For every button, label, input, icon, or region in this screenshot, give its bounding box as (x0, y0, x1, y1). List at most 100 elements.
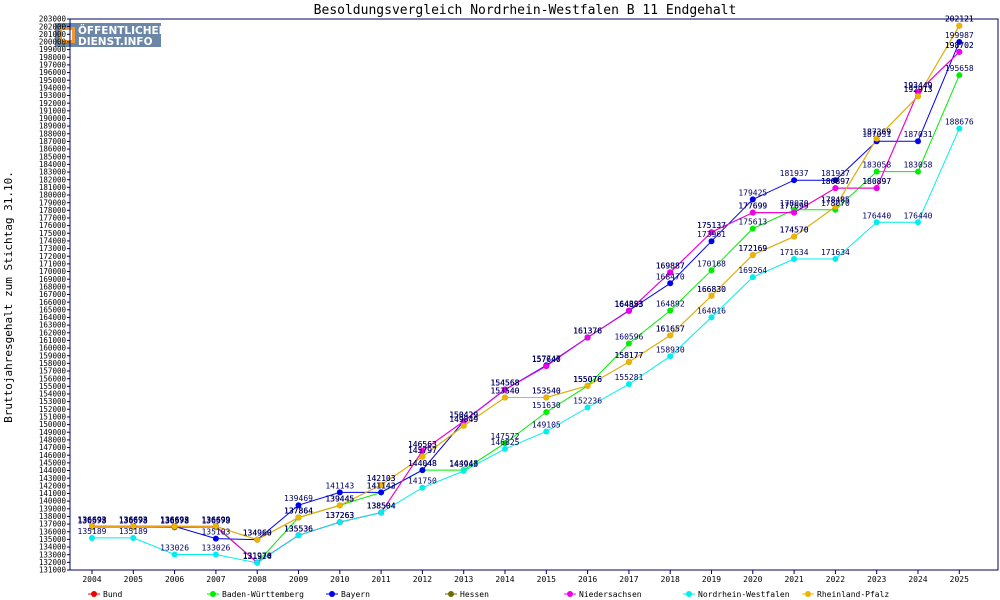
data-label: 153540 (491, 387, 520, 396)
data-point (873, 168, 880, 175)
data-label: 172169 (738, 244, 767, 253)
x-tick-label: 2006 (165, 575, 184, 584)
data-label: 135189 (119, 527, 148, 536)
data-point (749, 196, 756, 203)
data-label: 136578 (78, 516, 107, 525)
data-label: 195658 (945, 64, 974, 73)
y-tick-label: 189000 (39, 122, 67, 131)
y-tick-label: 175000 (39, 229, 67, 238)
data-label: 177699 (780, 202, 809, 211)
data-label: 136699 (201, 515, 230, 524)
data-label: 146563 (408, 440, 437, 449)
legend-label: Rheinland-Pfalz (817, 590, 889, 599)
y-tick-label: 170000 (39, 267, 67, 276)
y-tick-label: 202000 (39, 22, 67, 31)
y-tick-label: 203000 (39, 15, 67, 24)
y-tick-label: 185000 (39, 152, 67, 161)
data-label: 180897 (862, 177, 891, 186)
y-tick-label: 180000 (39, 191, 67, 200)
data-label: 138504 (367, 502, 396, 511)
data-point (502, 386, 508, 393)
data-label: 136699 (201, 515, 230, 524)
x-tick-label: 2014 (495, 575, 514, 584)
y-tick-label: 140000 (39, 497, 67, 506)
x-tick-label: 2010 (330, 575, 349, 584)
data-label: 142103 (367, 474, 396, 483)
y-tick-label: 152000 (39, 405, 67, 414)
data-label: 131970 (243, 552, 272, 561)
data-label: 164853 (614, 300, 643, 309)
legend-label: Nordrhein-Westfalen (698, 590, 790, 599)
data-points (89, 22, 963, 566)
x-tick-label: 2011 (371, 575, 390, 584)
y-tick-label: 196000 (39, 68, 67, 77)
legend-label: Niedersachsen (579, 590, 642, 599)
x-tick-label: 2017 (619, 575, 638, 584)
x-tick-label: 2023 (867, 575, 886, 584)
series-line-5 (92, 51, 960, 564)
y-tick-label: 135000 (39, 535, 67, 544)
y-tick-label: 174000 (39, 237, 67, 246)
data-label: 157640 (532, 355, 561, 364)
y-tick-label: 137000 (39, 520, 67, 529)
x-tick-label: 2013 (454, 575, 473, 584)
y-tick-label: 162000 (39, 328, 67, 337)
data-point (584, 404, 591, 411)
data-label: 139445 (325, 494, 354, 503)
data-label: 139469 (284, 494, 313, 503)
data-label: 149849 (449, 415, 478, 424)
data-label: 193449 (904, 81, 933, 90)
y-tick-label: 160000 (39, 344, 67, 353)
data-label: 134960 (243, 529, 272, 538)
data-point (584, 382, 591, 389)
data-point (915, 168, 921, 175)
y-tick-label: 157000 (39, 367, 67, 376)
data-point (254, 559, 261, 566)
x-tick-label: 2022 (826, 575, 845, 584)
data-label: 153540 (532, 387, 561, 396)
data-label: 141750 (408, 477, 437, 486)
data-label: 180897 (821, 177, 850, 186)
data-label: 157747 (532, 354, 561, 363)
data-label: 139445 (325, 494, 354, 503)
data-label: 136578 (160, 516, 189, 525)
y-tick-label: 155000 (39, 382, 67, 391)
data-label: 152236 (573, 396, 602, 405)
series-line-6 (92, 128, 960, 564)
data-label: 187369 (862, 128, 891, 137)
data-label: 136693 (119, 515, 148, 524)
data-label: 199987 (945, 31, 974, 40)
data-point (419, 484, 426, 491)
x-tick-label: 2020 (743, 575, 762, 584)
data-point (212, 551, 219, 558)
data-label: 136693 (160, 515, 189, 524)
data-label: 136578 (201, 516, 230, 525)
data-label: 137263 (325, 511, 354, 520)
data-label: 183058 (904, 161, 933, 170)
data-label: 164016 (697, 306, 726, 315)
chart-title: Besoldungsvergleich Nordrhein-Westfalen … (314, 3, 737, 18)
data-label: 154568 (491, 379, 520, 388)
data-label: 175613 (738, 218, 767, 227)
y-tick-label: 168000 (39, 282, 67, 291)
data-label: 149105 (532, 420, 561, 429)
y-tick-label: 163000 (39, 321, 67, 330)
data-point (460, 422, 467, 429)
data-label: 136693 (119, 515, 148, 524)
y-tick-label: 133000 (39, 550, 67, 559)
data-point (873, 219, 880, 226)
data-label: 171634 (780, 248, 809, 257)
y-tick-label: 151000 (39, 413, 67, 422)
data-label: 136693 (119, 515, 148, 524)
data-point (378, 489, 385, 496)
data-point (832, 203, 839, 210)
data-point (543, 428, 550, 435)
y-tick-label: 197000 (39, 61, 67, 70)
y-tick-label: 165000 (39, 305, 67, 314)
data-point (873, 185, 880, 192)
legend-swatch-point (448, 591, 454, 597)
data-point (708, 229, 715, 236)
data-point (130, 523, 137, 530)
data-point (212, 523, 219, 530)
data-point (915, 138, 921, 145)
